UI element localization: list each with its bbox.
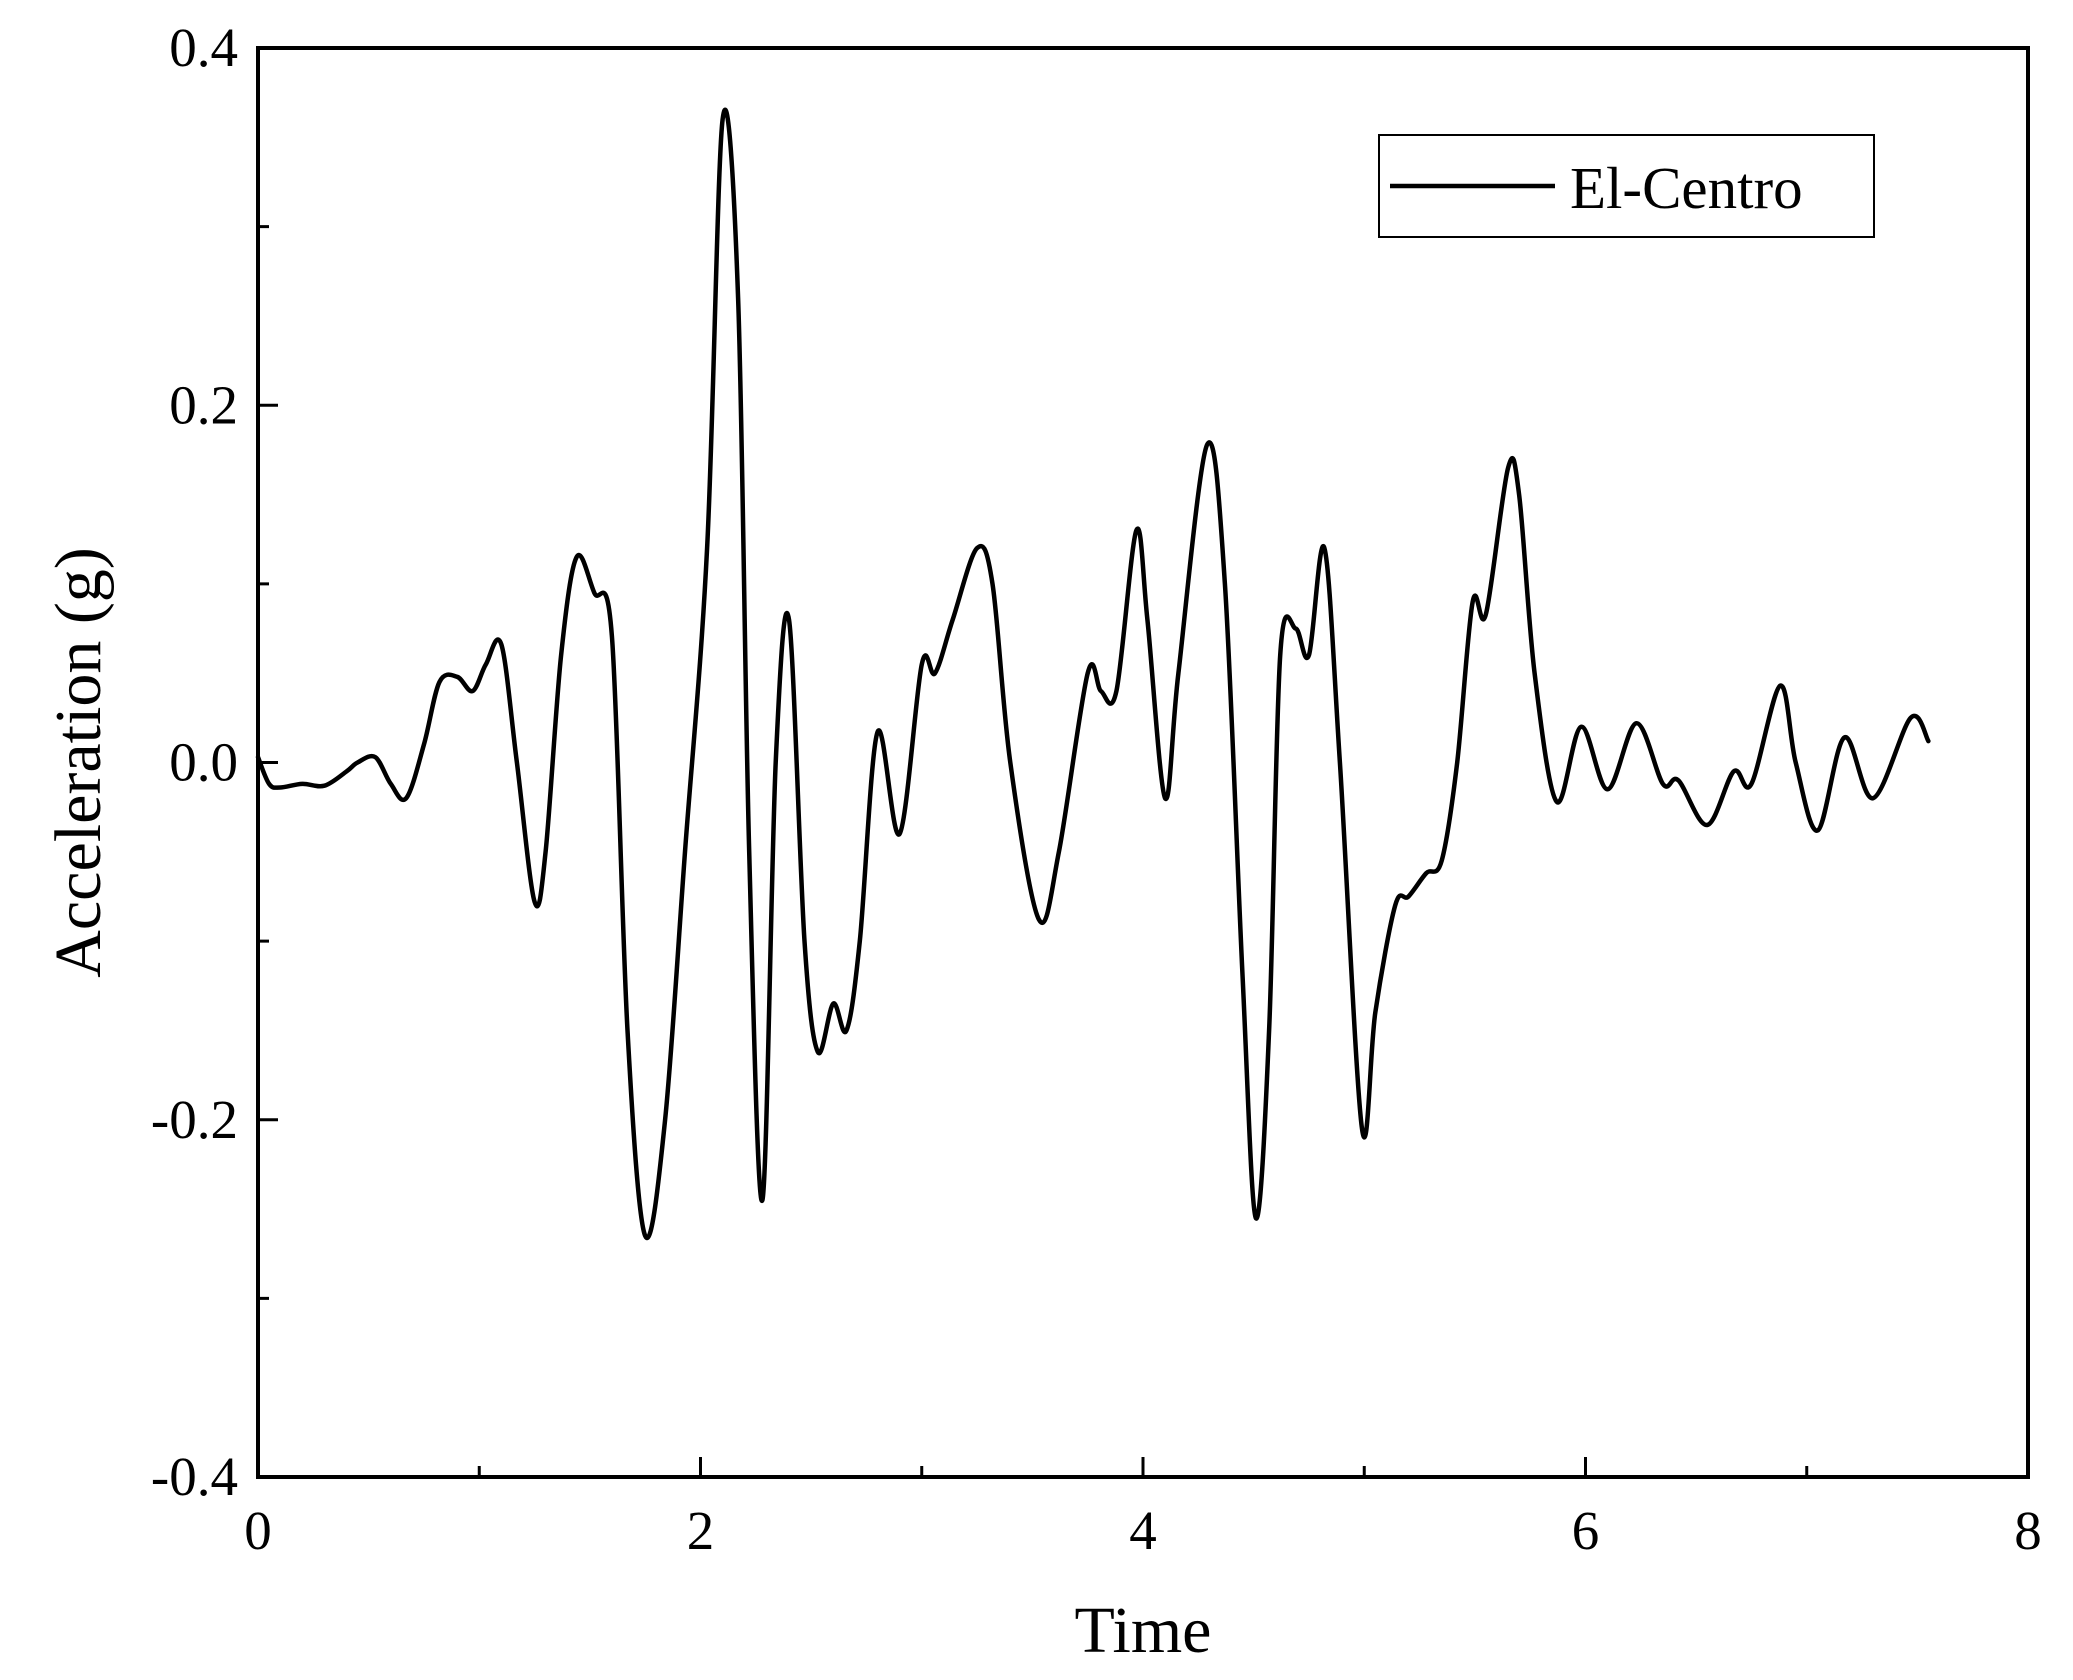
x-tick-label: 0 xyxy=(244,1500,272,1561)
axis-ticks xyxy=(256,46,2030,1479)
y-tick-label: -0.4 xyxy=(151,1446,238,1507)
y-tick-label: 0.0 xyxy=(169,732,238,793)
y-tick-label: 0.2 xyxy=(169,374,238,435)
x-tick-label: 4 xyxy=(1129,1500,1157,1561)
plot-frame xyxy=(256,46,2030,1479)
series-line-el-centro xyxy=(255,107,1931,1241)
x-tick-label: 6 xyxy=(1572,1500,1600,1561)
legend-label-el-centro: El-Centro xyxy=(1570,155,1803,221)
x-tick-label: 8 xyxy=(2014,1500,2042,1561)
x-tick-label: 2 xyxy=(687,1500,715,1561)
y-tick-label: 0.4 xyxy=(169,17,238,78)
y-axis-title: Acceleration (g) xyxy=(42,547,115,978)
x-axis-title: Time xyxy=(1075,1594,1212,1667)
legend: El-Centro xyxy=(1378,134,1875,238)
axis-tick-labels: 0 2 4 6 8 -0.4 -0.2 0.0 0.2 0.4 xyxy=(151,17,2042,1561)
y-tick-label: -0.2 xyxy=(151,1089,238,1150)
legend-box xyxy=(1378,134,1875,238)
